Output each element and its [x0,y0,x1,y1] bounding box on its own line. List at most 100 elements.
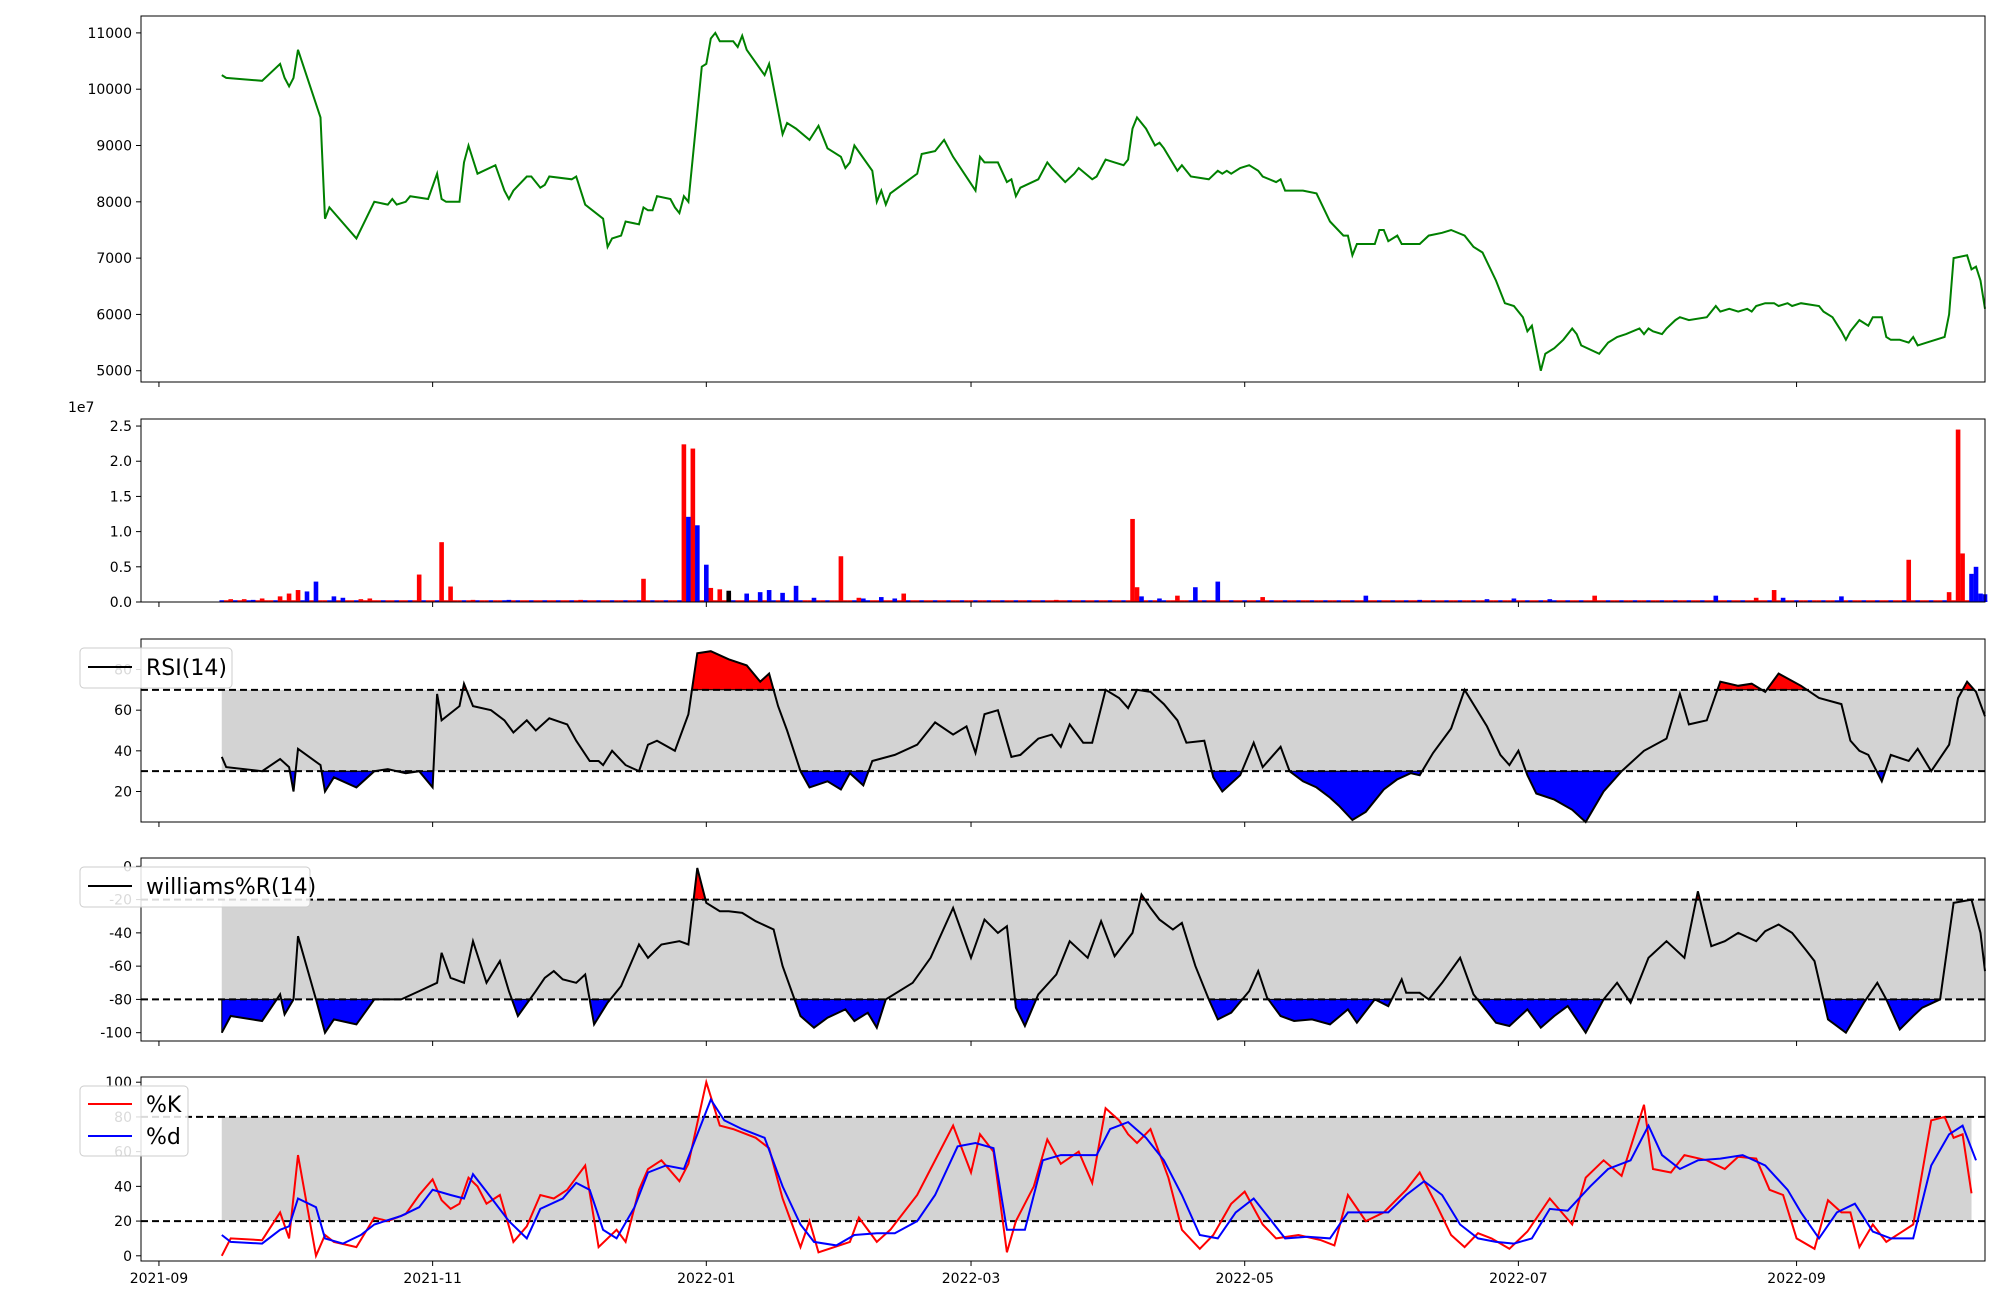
volume-bar-small [1498,600,1503,602]
volume-bar-small [1646,600,1651,602]
volume-bar-small [1170,600,1176,602]
volume-bar-small [1740,600,1746,602]
volume-bar-small [1103,600,1108,602]
volume-bar-small [1560,600,1566,602]
volume-bar-small [982,600,987,602]
volume-bar-small [1408,600,1414,602]
volume-bar-small [533,600,539,602]
volume-bar-small [1390,600,1396,602]
volume-bar-small [1875,600,1880,602]
volume-bar-small [1242,600,1248,602]
volume-bar-small [1197,600,1203,602]
volume-bar-small [1018,600,1023,602]
volume-bar-small [1682,600,1687,602]
volume-bar-small [529,600,534,602]
volume-bar [1175,595,1180,602]
x-tick-label: 2022-09 [1767,1271,1826,1287]
volume-bar-small [1448,600,1454,602]
volume-bar-small [1825,600,1831,602]
volume-bar [901,593,907,602]
volume-bar-small [1668,600,1674,602]
volume-bar [1417,599,1422,602]
volume-bar-small [820,600,826,602]
volume-bar-small [268,600,274,602]
volume-bar-small [946,600,951,602]
williams-oversold-fill [221,998,1941,1034]
volume-bar-small [919,600,924,602]
volume-plot-area [219,429,1988,602]
volume-bar-small [775,600,781,602]
volume-bar-small [650,600,655,602]
y-tick-label: 2.5 [110,419,132,435]
volume-bar-small [977,600,983,602]
volume-bar-small [434,600,440,602]
volume-bar-small [825,600,830,602]
volume-bar-small [968,600,974,602]
y-tick-label: 0 [123,1249,132,1265]
volume-bar-small [1080,600,1086,602]
volume-bar [708,587,714,602]
volume-bar [1973,566,1979,602]
volume-bar-small [1574,600,1580,602]
volume-bar-small [1273,600,1279,602]
volume-bar-small [1009,600,1014,602]
volume-bar [793,585,799,602]
volume-bar-small [1659,600,1665,602]
volume-bar-small [1184,600,1189,602]
volume-bar-small [1430,600,1436,602]
volume-bar-small [1412,600,1418,602]
volume-bar [1157,598,1162,602]
volume-bar-small [1462,600,1467,602]
volume-bar-small [950,600,956,602]
volume-bar-small [1107,600,1113,602]
volume-bar [1771,590,1777,602]
volume-bar [367,598,373,602]
stochastic-axes-frame [140,1076,1986,1262]
volume-bar-small [865,600,871,602]
volume-bar [340,597,346,602]
volume-bar-small [569,600,575,602]
volume-bar-small [1538,600,1544,602]
volume-bar-small [1426,600,1431,602]
volume-bar-small [1112,600,1117,602]
volume-bar-small [1291,600,1297,602]
volume-bar-small [1964,600,1970,602]
volume-bar-small [623,600,628,602]
volume-bar-small [753,600,758,602]
volume-bar-small [1327,600,1333,602]
volume-bar-small [1619,600,1624,602]
volume-bar-small [1534,600,1539,602]
x-axis: 2021-09 2021-11 2022-01 2022-03 2022-05 2022-… [130,382,1826,1287]
volume-bar [686,516,691,602]
volume-bar-small [771,600,776,602]
volume-bar [1955,429,1961,602]
volume-bar [757,592,763,602]
volume-bar-small [618,600,624,602]
volume-bar-small [1094,600,1099,602]
volume-bar-small [937,600,942,602]
volume-bar-small [363,600,368,602]
volume-bar-small [816,600,821,602]
volume-bar-small [1228,600,1234,602]
volume-bar-small [546,600,552,602]
volume-bar [286,593,292,602]
volume-bar-small [1148,600,1153,602]
volume-bar [439,542,444,602]
volume-bar-small [928,600,933,602]
volume-bar-small [1502,600,1508,602]
d-legend-label: %d [146,1125,181,1150]
volume-bar-small [1789,600,1795,602]
volume-bar-small [232,600,238,602]
volume-bar-small [1453,600,1458,602]
price-line [221,31,1986,371]
volume-bar-small [1749,600,1754,602]
rsi-panel: 20406080 RSI(14) [79,638,1986,824]
y-tick-label: 1.0 [110,525,132,541]
volume-bar [1260,597,1265,602]
volume-bar [1053,599,1059,602]
volume-bar-small [1300,600,1306,602]
volume-bar-small [1507,600,1512,602]
volume-bar-small [721,600,727,602]
volume-bar-small [345,600,350,602]
volume-bar-small [1830,600,1835,602]
